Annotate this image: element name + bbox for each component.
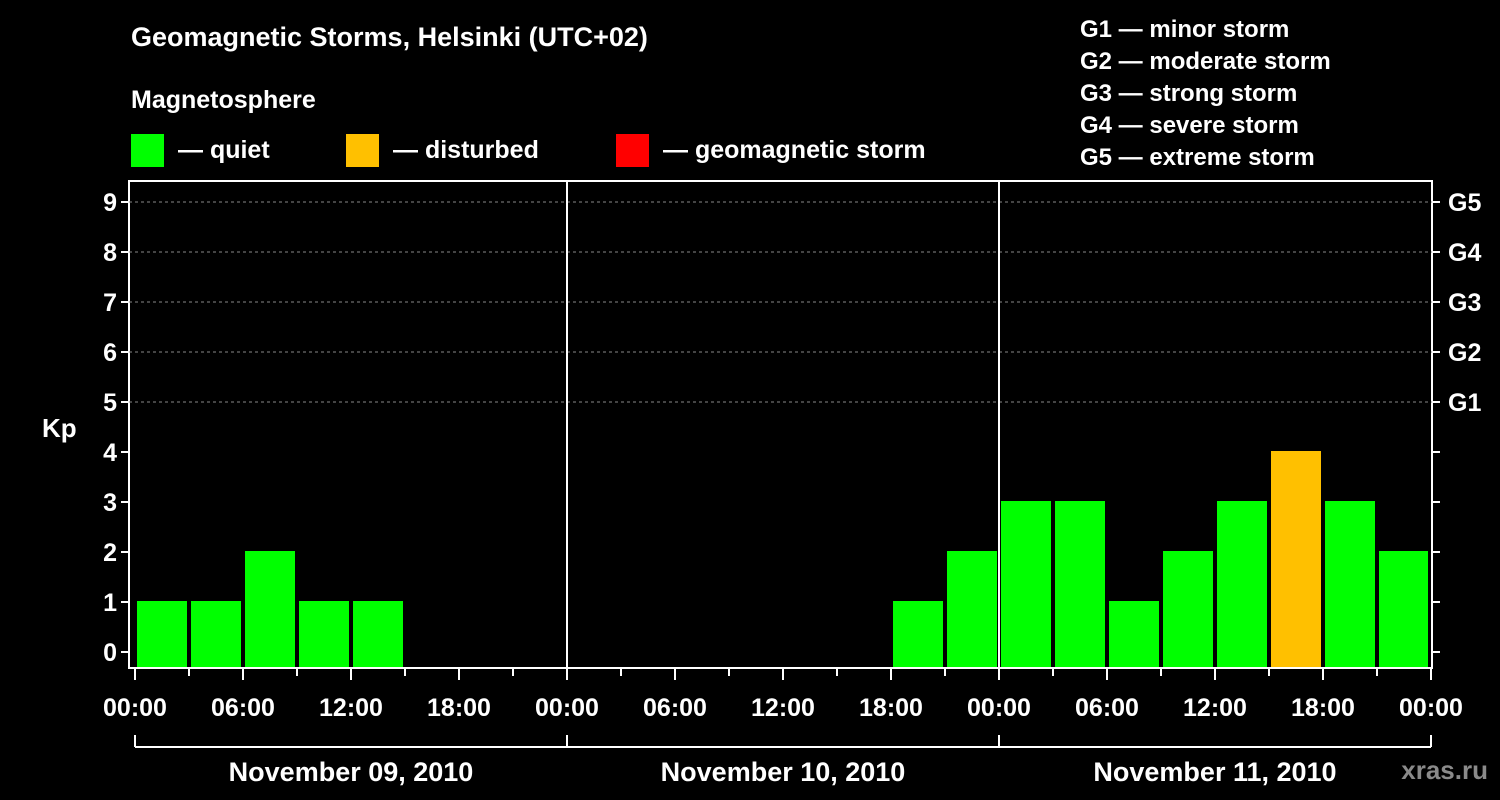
kp-bar <box>1001 501 1051 667</box>
legend-item-storm: — geomagnetic storm <box>616 133 926 167</box>
x-tick-label: 12:00 <box>319 694 383 722</box>
legend-swatch-disturbed <box>346 133 379 167</box>
kp-bar <box>947 551 997 667</box>
storm-scale-g1: G1 — minor storm <box>1080 16 1290 43</box>
legend-item-disturbed: — disturbed <box>346 133 539 167</box>
storm-scale-g3: G3 — strong storm <box>1080 80 1298 107</box>
g-level-label: G3 <box>1448 289 1481 317</box>
storm-scale-g5: G5 — extreme storm <box>1080 144 1315 171</box>
x-tick-label: 00:00 <box>103 694 167 722</box>
watermark: xras.ru <box>1401 755 1488 785</box>
x-tick-label: 12:00 <box>1183 694 1247 722</box>
legend-swatch-storm <box>616 133 649 167</box>
y-tick-label: 8 <box>103 239 117 267</box>
x-tick-label: 12:00 <box>751 694 815 722</box>
y-tick-label: 5 <box>103 389 117 417</box>
kp-bar <box>299 601 349 667</box>
kp-bar <box>137 601 187 667</box>
kp-bar <box>1163 551 1213 667</box>
kp-bar <box>1109 601 1159 667</box>
x-tick-label: 06:00 <box>211 694 275 722</box>
g-level-label: G1 <box>1448 389 1481 417</box>
day-label: November 10, 2010 <box>661 757 906 787</box>
storm-scale-g4: G4 — severe storm <box>1080 112 1299 139</box>
kp-bar <box>1055 501 1105 667</box>
y-tick-label: 4 <box>103 439 117 467</box>
y-tick-label: 3 <box>103 489 117 517</box>
kp-bar <box>1379 551 1428 667</box>
day-label: November 11, 2010 <box>1093 757 1336 787</box>
storm-scale-g2: G2 — moderate storm <box>1080 48 1331 75</box>
plot-frame <box>128 180 1433 669</box>
y-tick-label: 6 <box>103 339 117 367</box>
y-axis-label: Kp <box>42 413 77 443</box>
kp-bar <box>1217 501 1267 667</box>
x-tick-label: 18:00 <box>859 694 923 722</box>
storm-scale-list: G1 — minor storm G2 — moderate storm G3 … <box>1080 14 1331 174</box>
chart-title: Geomagnetic Storms, Helsinki (UTC+02) <box>131 22 648 52</box>
g-level-label: G2 <box>1448 339 1481 367</box>
y-tick-label: 7 <box>103 289 117 317</box>
x-tick-label: 06:00 <box>1075 694 1139 722</box>
y-tick-label: 2 <box>103 539 117 567</box>
x-tick-label: 00:00 <box>1399 694 1463 722</box>
x-tick-label: 06:00 <box>643 694 707 722</box>
x-tick-label: 00:00 <box>967 694 1031 722</box>
legend-item-quiet: — quiet <box>131 133 270 167</box>
y-tick-label: 0 <box>103 639 117 667</box>
chart-subtitle: Magnetosphere <box>131 86 316 114</box>
kp-bar <box>1325 501 1375 667</box>
x-tick-label: 18:00 <box>427 694 491 722</box>
legend-label-storm: — geomagnetic storm <box>663 135 926 164</box>
kp-bar <box>353 601 403 667</box>
g-level-label: G5 <box>1448 189 1481 217</box>
y-tick-label: 1 <box>103 589 117 617</box>
kp-bar <box>191 601 241 667</box>
kp-bar <box>245 551 295 667</box>
day-label: November 09, 2010 <box>229 757 474 787</box>
kp-bar <box>1271 451 1321 667</box>
x-tick-label: 00:00 <box>535 694 599 722</box>
x-tick-label: 18:00 <box>1291 694 1355 722</box>
legend-swatch-quiet <box>131 133 164 167</box>
legend-label-quiet: — quiet <box>178 135 270 164</box>
legend-label-disturbed: — disturbed <box>393 135 539 164</box>
kp-bar <box>893 601 943 667</box>
y-tick-label: 9 <box>103 189 117 217</box>
g-level-label: G4 <box>1448 239 1481 267</box>
